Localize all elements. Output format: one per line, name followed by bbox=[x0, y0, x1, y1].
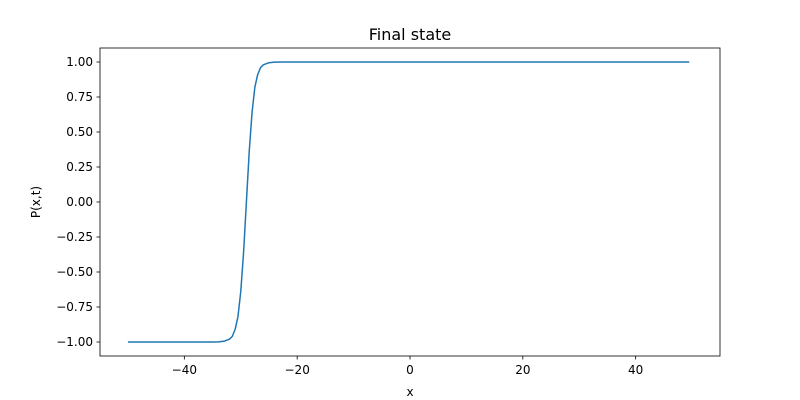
x-tick-label: −20 bbox=[285, 363, 310, 377]
series-line bbox=[127, 61, 690, 343]
y-tick-label: 0.00 bbox=[66, 195, 93, 209]
y-axis-ticks: −1.00 −0.75 −0.50 −0.25 0.00 0.25 0.50 0.75 1.00 bbox=[56, 55, 100, 349]
y-tick-label: 0.25 bbox=[66, 160, 93, 174]
y-tick-label: −0.50 bbox=[56, 265, 93, 279]
y-tick-label: −0.25 bbox=[56, 230, 93, 244]
y-tick-label: −0.75 bbox=[56, 300, 93, 314]
y-tick-label: −1.00 bbox=[56, 335, 93, 349]
series-layer bbox=[127, 61, 690, 343]
x-tick-label: 40 bbox=[628, 363, 643, 377]
y-tick-label: 1.00 bbox=[66, 55, 93, 69]
x-axis-ticks: −40 −20 0 20 40 bbox=[172, 356, 643, 377]
plot-frame bbox=[99, 47, 721, 357]
plot-area bbox=[100, 48, 720, 356]
chart-title: Final state bbox=[369, 25, 452, 44]
x-tick-label: −40 bbox=[172, 363, 197, 377]
x-tick-label: 20 bbox=[515, 363, 530, 377]
x-tick-label: 0 bbox=[406, 363, 414, 377]
y-axis-label: P(x,t) bbox=[29, 186, 43, 218]
y-tick-label: 0.75 bbox=[66, 90, 93, 104]
x-axis-label: x bbox=[406, 385, 413, 399]
y-tick-label: 0.50 bbox=[66, 125, 93, 139]
